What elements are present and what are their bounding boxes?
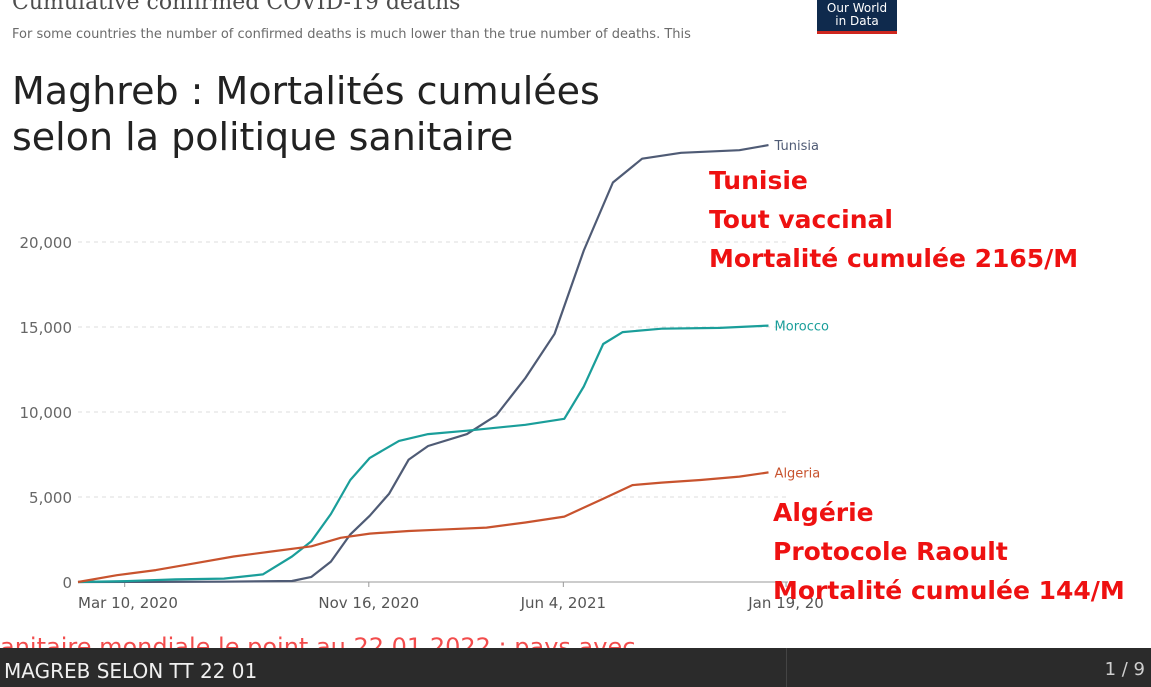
x-tick-label: Jan 19, 20 [747, 594, 824, 612]
y-tick-label: 15,000 [20, 319, 73, 337]
x-tick-label: Nov 16, 2020 [318, 594, 419, 612]
algeria-annotation: Algérie Protocole Raoult Mortalité cumul… [773, 493, 1125, 610]
document-title: MAGREB SELON TT 22 01 [4, 659, 258, 683]
algeria-annotation-line-3: Mortalité cumulée 144/M [773, 576, 1125, 605]
series-line-algeria [77, 471, 769, 584]
slide-title-line-1: Maghreb : Mortalités cumulées [12, 69, 600, 113]
series-label-tunisia: Tunisia [774, 139, 819, 154]
x-tick-label: Jun 4, 2021 [520, 594, 606, 612]
algeria-annotation-line-1: Algérie [773, 498, 874, 527]
y-tick-label: 20,000 [20, 234, 73, 252]
slide-title-line-2: selon la politique sanitaire [12, 115, 514, 159]
viewer-toolbar: MAGREB SELON TT 22 01 1 / 9 [0, 648, 1151, 687]
tunisia-annotation: Tunisie Tout vaccinal Mortalité cumulée … [709, 161, 1078, 278]
line-chart: 0 5,000 10,000 15,000 20,000 Mar 10, 2020 Nov … [20, 139, 830, 612]
series-line-morocco [77, 324, 769, 584]
slide-title: Maghreb : Mortalités cumulées selon la p… [12, 68, 712, 160]
series-label-algeria: Algeria [775, 466, 821, 481]
algeria-annotation-line-2: Protocole Raoult [773, 537, 1008, 566]
owid-logo[interactable]: Our World in Data [817, 0, 897, 34]
series-line-tunisia [77, 144, 769, 584]
tunisia-annotation-line-2: Tout vaccinal [709, 205, 893, 234]
tunisia-annotation-line-3: Mortalité cumulée 2165/M [709, 244, 1079, 273]
y-tick-label: 10,000 [20, 404, 73, 422]
x-tick-label: Mar 10, 2020 [78, 594, 178, 612]
y-tick-label: 5,000 [29, 489, 72, 507]
toolbar-divider [786, 648, 787, 687]
series-label-morocco: Morocco [775, 320, 829, 335]
page-indicator[interactable]: 1 / 9 [1104, 659, 1145, 680]
y-tick-label: 0 [62, 574, 72, 592]
logo-line-1: Our World [826, 1, 888, 15]
owid-chart-title: Cumulative confirmed COVID-19 deaths [12, 0, 461, 15]
logo-line-2: in Data [835, 14, 879, 28]
tunisia-annotation-line-1: Tunisie [709, 166, 808, 195]
owid-chart-subtitle: For some countries the number of confirm… [12, 27, 691, 42]
